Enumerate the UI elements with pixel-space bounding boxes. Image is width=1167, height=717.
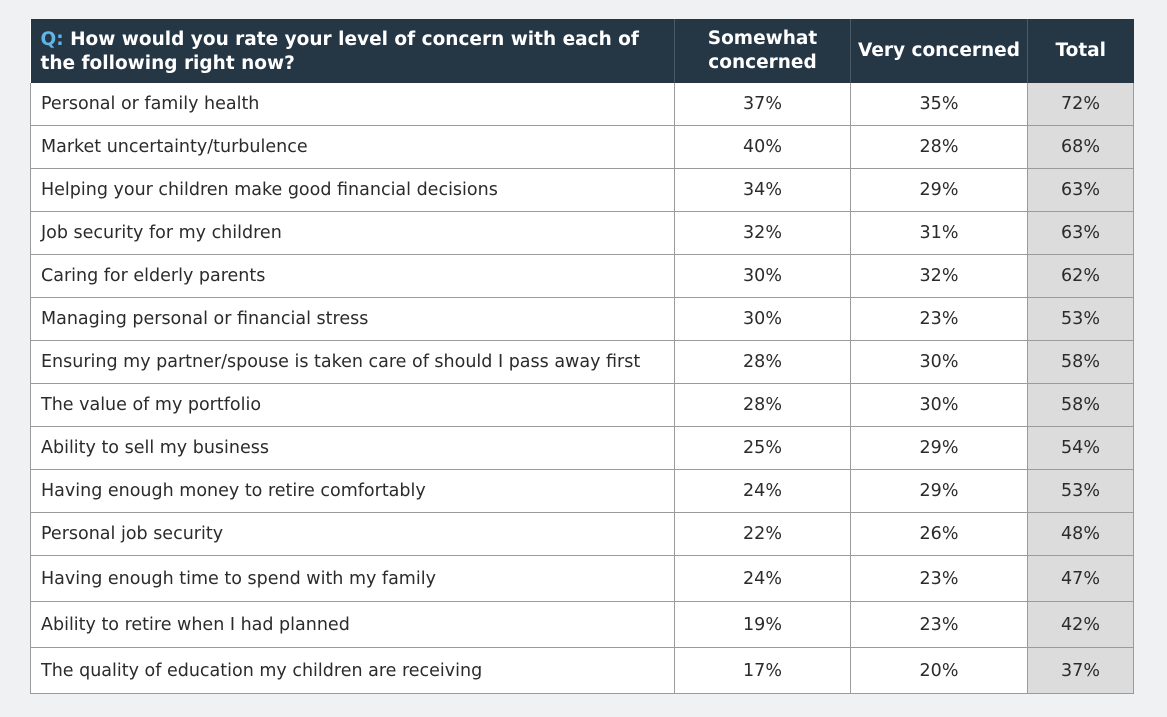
concern-item: Ability to retire when I had planned: [30, 601, 675, 648]
somewhat-header-line2: concerned: [708, 52, 817, 73]
concern-item: Caring for elderly parents: [30, 254, 675, 298]
very-concerned-header: Very concerned: [850, 19, 1028, 83]
very-concerned-value: 20%: [850, 647, 1028, 694]
very-concerned-value: 35%: [850, 83, 1028, 126]
concern-item: Helping your children make good financia…: [30, 168, 675, 212]
concern-item: The value of my portfolio: [30, 383, 675, 427]
total-value: 63%: [1027, 211, 1134, 255]
concern-item: Ensuring my partner/spouse is taken care…: [30, 340, 675, 384]
total-value: 54%: [1027, 426, 1134, 470]
somewhat-concerned-header: Somewhat concerned: [674, 19, 851, 83]
table-row: Managing personal or financial stress 30%…: [30, 297, 1134, 341]
very-concerned-value: 29%: [850, 168, 1028, 212]
very-concerned-value: 31%: [850, 211, 1028, 255]
table-row: The quality of education my children are…: [30, 647, 1134, 694]
total-value: 62%: [1027, 254, 1134, 298]
question-text: How would you rate your level of concern…: [40, 29, 639, 74]
table-row: Having enough time to spend with my fami…: [30, 555, 1134, 602]
very-concerned-value: 23%: [850, 297, 1028, 341]
table-row: Ability to retire when I had planned 19% 2…: [30, 601, 1134, 648]
somewhat-concerned-value: 19%: [674, 601, 851, 648]
total-value: 48%: [1027, 512, 1134, 556]
somewhat-concerned-value: 24%: [674, 469, 851, 513]
somewhat-concerned-value: 30%: [674, 297, 851, 341]
total-value: 47%: [1027, 555, 1134, 602]
concern-item: Personal or family health: [30, 83, 675, 126]
somewhat-concerned-value: 32%: [674, 211, 851, 255]
very-concerned-value: 32%: [850, 254, 1028, 298]
concern-item: Market uncertainty/turbulence: [30, 125, 675, 169]
total-value: 53%: [1027, 297, 1134, 341]
table-row: Ability to sell my business 25% 29% 54%: [30, 426, 1134, 470]
concern-item: Ability to sell my business: [30, 426, 675, 470]
somewhat-header-line1: Somewhat: [707, 28, 818, 49]
table-row: Helping your children make good financia…: [30, 168, 1134, 212]
total-value: 68%: [1027, 125, 1134, 169]
very-concerned-value: 26%: [850, 512, 1028, 556]
very-concerned-value: 28%: [850, 125, 1028, 169]
table-row: Ensuring my partner/spouse is taken care…: [30, 340, 1134, 384]
table-row: Having enough money to retire comfortabl…: [30, 469, 1134, 513]
table-row: Caring for elderly parents 30% 32% 62%: [30, 254, 1134, 298]
table-row: Personal or family health 37% 35% 72%: [30, 83, 1134, 126]
table-row: The value of my portfolio 28% 30% 58%: [30, 383, 1134, 427]
concern-item: Job security for my children: [30, 211, 675, 255]
somewhat-concerned-value: 37%: [674, 83, 851, 126]
total-value: 42%: [1027, 601, 1134, 648]
table-body: Personal or family health 37% 35% 72% Market…: [30, 83, 1134, 694]
total-value: 37%: [1027, 647, 1134, 694]
very-concerned-value: 29%: [850, 426, 1028, 470]
very-concerned-value: 23%: [850, 601, 1028, 648]
concern-item: Managing personal or financial stress: [30, 297, 675, 341]
somewhat-concerned-value: 25%: [674, 426, 851, 470]
concern-item: The quality of education my children are…: [30, 647, 675, 694]
total-value: 53%: [1027, 469, 1134, 513]
question-prefix: Q:: [40, 29, 64, 50]
concern-item: Having enough time to spend with my fami…: [30, 555, 675, 602]
somewhat-concerned-value: 34%: [674, 168, 851, 212]
table-row: Job security for my children 32% 31% 63%: [30, 211, 1134, 255]
total-header: Total: [1027, 19, 1134, 83]
question-header: Q: How would you rate your level of conc…: [30, 19, 675, 83]
total-value: 63%: [1027, 168, 1134, 212]
table-row: Market uncertainty/turbulence 40% 28% 68%: [30, 125, 1134, 169]
somewhat-concerned-value: 17%: [674, 647, 851, 694]
concern-item: Having enough money to retire comfortabl…: [30, 469, 675, 513]
total-value: 58%: [1027, 383, 1134, 427]
somewhat-concerned-value: 24%: [674, 555, 851, 602]
somewhat-concerned-value: 28%: [674, 383, 851, 427]
very-concerned-value: 23%: [850, 555, 1028, 602]
concern-item: Personal job security: [30, 512, 675, 556]
somewhat-concerned-value: 40%: [674, 125, 851, 169]
concern-survey-table: Q: How would you rate your level of conc…: [30, 19, 1134, 694]
somewhat-concerned-value: 22%: [674, 512, 851, 556]
total-value: 58%: [1027, 340, 1134, 384]
somewhat-concerned-value: 30%: [674, 254, 851, 298]
table-header: Q: How would you rate your level of conc…: [30, 19, 1134, 83]
table-row: Personal job security 22% 26% 48%: [30, 512, 1134, 556]
very-concerned-value: 30%: [850, 340, 1028, 384]
very-concerned-value: 29%: [850, 469, 1028, 513]
somewhat-concerned-value: 28%: [674, 340, 851, 384]
total-value: 72%: [1027, 83, 1134, 126]
very-concerned-value: 30%: [850, 383, 1028, 427]
